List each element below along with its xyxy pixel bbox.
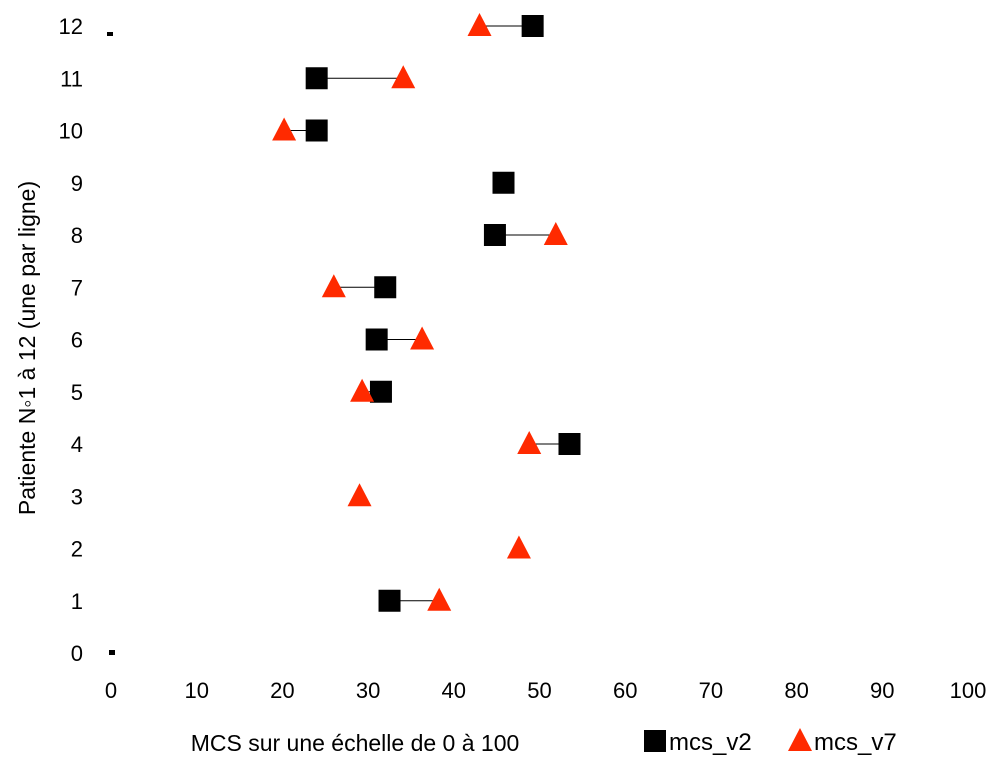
stub-mark — [109, 650, 115, 655]
marker-triangle — [350, 378, 375, 402]
marker-square — [521, 15, 544, 37]
x-tick-label: 80 — [784, 678, 808, 703]
y-tick-label: 11 — [60, 66, 83, 91]
x-tick-label: 90 — [870, 678, 894, 703]
marker-triangle — [410, 326, 435, 350]
x-tick-label: 30 — [356, 678, 380, 703]
connector-lines — [284, 25, 570, 602]
y-tick-label: 9 — [71, 171, 83, 196]
y-tick-label: 1 — [71, 589, 83, 614]
y-tick-label: 8 — [71, 223, 83, 248]
y-tick-label: 4 — [71, 432, 83, 457]
x-tick-label: 50 — [527, 678, 551, 703]
y-tick-label: 0 — [71, 641, 83, 666]
legend-label-mcs-v7: mcs_v7 — [814, 729, 897, 756]
marker-triangle — [427, 587, 452, 611]
marker-triangle — [391, 65, 416, 89]
y-tick-label: 5 — [71, 380, 83, 405]
marker-square — [365, 328, 388, 351]
marker-square — [378, 589, 401, 612]
marker-triangle — [517, 431, 542, 454]
x-tick-label: 10 — [184, 678, 208, 703]
x-tick-label: 20 — [270, 678, 294, 703]
y-tick-label: 3 — [71, 484, 83, 509]
legend: mcs_v2 mcs_v7 — [644, 728, 897, 756]
marker-triangle — [272, 117, 297, 141]
marker-triangle — [506, 535, 531, 559]
x-tick-label: 60 — [613, 678, 637, 703]
legend-label-mcs-v2: mcs_v2 — [669, 729, 752, 756]
x-tick-label: 0 — [105, 678, 117, 703]
marker-square — [492, 171, 515, 194]
x-tick-label: 40 — [442, 678, 466, 703]
y-tick-label: 12 — [59, 14, 83, 39]
y-axis-title: Patiente N◦1 à 12 (une par ligne) — [14, 181, 40, 515]
marker-triangle — [543, 222, 568, 245]
marker-triangle — [321, 274, 346, 298]
marker-square — [369, 380, 392, 403]
x-tick-label: 70 — [699, 678, 723, 703]
data-markers — [107, 13, 581, 655]
marker-square — [483, 224, 506, 246]
marker-triangle — [347, 483, 372, 507]
marker-triangle — [467, 13, 492, 36]
y-tick-label: 10 — [59, 119, 83, 144]
marker-square — [305, 67, 328, 90]
marker-square — [558, 433, 581, 455]
x-tick-label: 100 — [950, 678, 987, 703]
y-tick-label: 7 — [71, 275, 83, 300]
marker-square — [305, 119, 328, 142]
stub-mark — [107, 32, 113, 36]
y-tick-label: 2 — [71, 537, 83, 562]
y-tick-label: 6 — [71, 328, 83, 353]
legend-marker-triangle — [788, 728, 812, 751]
x-axis-title: MCS sur une échelle de 0 à 100 — [191, 730, 520, 756]
marker-square — [374, 276, 397, 299]
x-tick-labels: 0 10 20 30 40 50 60 70 80 90 100 — [105, 678, 986, 703]
legend-marker-square — [644, 730, 666, 752]
